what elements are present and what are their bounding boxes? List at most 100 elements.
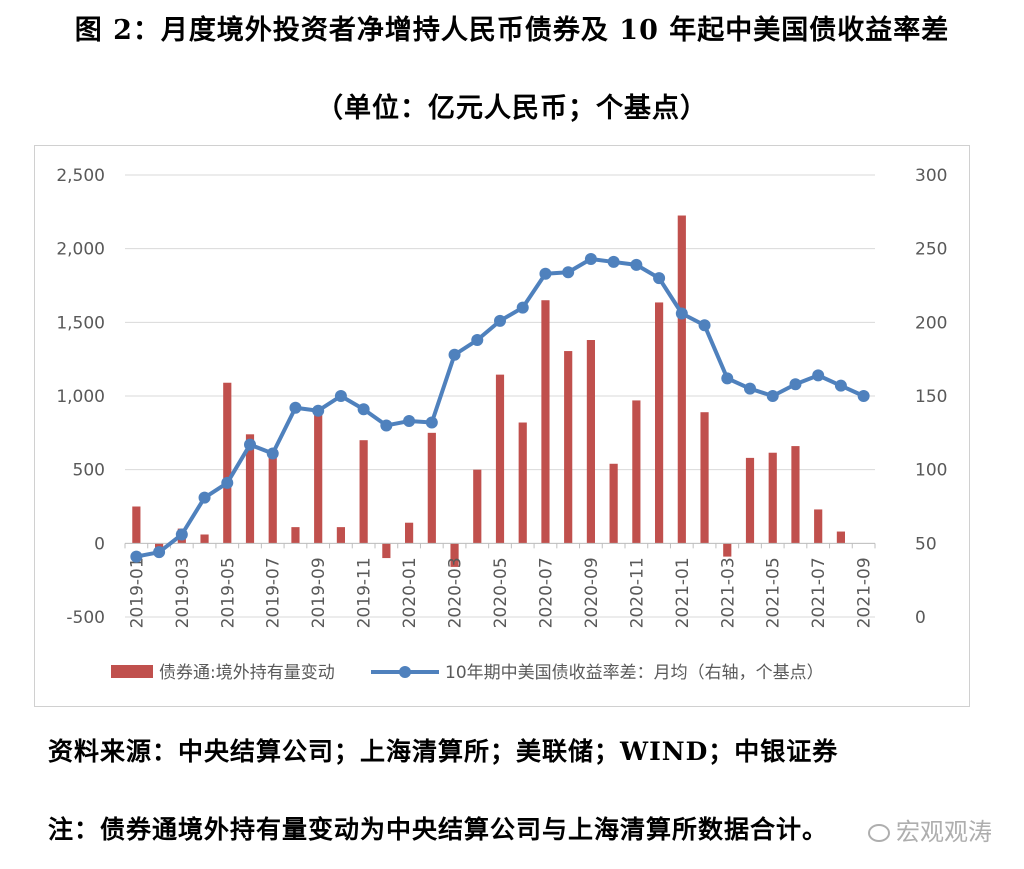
bar bbox=[541, 300, 550, 544]
y-left-tick-label: 500 bbox=[73, 461, 105, 481]
legend-label-line: 10年期中美国债收益率差：月均（右轴，个基点） bbox=[445, 663, 824, 683]
bar bbox=[450, 543, 459, 567]
spread-point bbox=[812, 369, 825, 382]
spread-point bbox=[630, 258, 643, 271]
spread-point bbox=[153, 546, 166, 559]
x-tick-label: 2021-01 bbox=[673, 557, 693, 628]
spread-point bbox=[789, 378, 802, 391]
spread-point bbox=[198, 491, 211, 504]
x-tick-label: 2019-03 bbox=[173, 557, 193, 628]
bar bbox=[723, 543, 732, 557]
x-tick-label: 2021-09 bbox=[855, 557, 875, 628]
bar bbox=[245, 434, 255, 544]
spread-point bbox=[266, 447, 279, 460]
bar bbox=[359, 440, 368, 544]
x-tick-label: 2020-05 bbox=[491, 557, 511, 628]
x-tick-label: 2019-11 bbox=[355, 557, 375, 628]
y-left-tick-label: 2,500 bbox=[56, 166, 105, 186]
spread-point bbox=[244, 438, 256, 451]
bar bbox=[427, 432, 436, 544]
y-left-tick-label: -500 bbox=[66, 608, 105, 628]
spread-point bbox=[221, 476, 234, 489]
combo-chart: -500 0 500 1,000 1,500 2,000 2,500 0 50 100 150 200… bbox=[56, 166, 947, 683]
watermark: 宏观观涛 bbox=[868, 812, 992, 847]
data-source: 资料来源：中央结算公司；上海清算所；美联储；WIND；中银证券 bbox=[48, 737, 839, 766]
x-tick-label: 2021-05 bbox=[764, 557, 784, 628]
spread-point bbox=[857, 390, 870, 402]
x-tick-label: 2020-01 bbox=[400, 557, 420, 628]
bar bbox=[564, 351, 573, 544]
bar bbox=[791, 446, 800, 544]
spread-point bbox=[425, 416, 438, 429]
spread-point bbox=[312, 404, 325, 417]
watermark-text: 宏观观涛 bbox=[896, 818, 992, 846]
bar bbox=[314, 409, 323, 544]
spread-point bbox=[175, 528, 188, 541]
spread-point bbox=[766, 390, 779, 402]
spread-point bbox=[607, 255, 620, 268]
bar bbox=[700, 412, 709, 544]
bar bbox=[836, 531, 845, 544]
spread-point bbox=[403, 415, 416, 428]
bar bbox=[586, 340, 595, 544]
legend-label-bar: 债券通:境外持有量变动 bbox=[159, 663, 335, 683]
y-right-tick-label: 200 bbox=[915, 313, 947, 333]
y-right-tick-label: 250 bbox=[915, 240, 947, 260]
y-left-tick-label: 0 bbox=[94, 534, 105, 554]
bar bbox=[609, 463, 618, 544]
spread-point bbox=[334, 390, 347, 402]
bar bbox=[745, 457, 755, 544]
bar bbox=[200, 534, 209, 544]
y-right-tick-label: 0 bbox=[915, 608, 926, 628]
bar bbox=[291, 527, 300, 544]
bar bbox=[632, 400, 641, 544]
spread-point bbox=[539, 267, 552, 280]
bar bbox=[336, 527, 345, 544]
x-tick-label: 2020-09 bbox=[582, 557, 602, 628]
bar bbox=[223, 382, 232, 544]
spread-point bbox=[834, 379, 847, 392]
x-tick-label: 2020-07 bbox=[536, 557, 556, 628]
y-right-tick-label: 300 bbox=[915, 166, 947, 186]
bar bbox=[655, 302, 664, 544]
bar bbox=[132, 506, 141, 544]
bar bbox=[473, 469, 482, 544]
chart-title: 图 2：月度境外投资者净增持人民币债券及 10 年起中美国债收益率差 bbox=[74, 15, 950, 46]
spread-point bbox=[721, 372, 734, 385]
spread-point bbox=[698, 319, 711, 332]
spread-point bbox=[130, 550, 143, 563]
spread-point bbox=[653, 272, 666, 285]
bar bbox=[814, 509, 823, 544]
y-right-tick-label: 50 bbox=[915, 534, 937, 554]
spread-point bbox=[471, 334, 484, 347]
y-right-tick-label: 100 bbox=[915, 461, 947, 481]
bar bbox=[382, 543, 391, 559]
x-tick-label: 2020-03 bbox=[446, 557, 466, 628]
x-tick-label: 2020-11 bbox=[627, 557, 647, 628]
wechat-icon bbox=[868, 824, 890, 842]
y-right-tick-label: 150 bbox=[915, 387, 947, 407]
x-tick-label: 2019-07 bbox=[264, 557, 284, 628]
x-tick-label: 2019-05 bbox=[218, 557, 238, 628]
x-tick-label: 2021-03 bbox=[718, 557, 738, 628]
x-tick-label: 2021-07 bbox=[809, 557, 829, 628]
spread-point bbox=[675, 307, 688, 320]
legend-swatch-marker bbox=[399, 666, 411, 678]
footnote: 注：债券通境外持有量变动为中央结算公司与上海清算所数据合计。 bbox=[48, 815, 829, 844]
spread-point bbox=[357, 403, 370, 416]
bar bbox=[268, 454, 277, 544]
spread-point bbox=[744, 382, 756, 395]
chart-subtitle: （单位：亿元人民币；个基点） bbox=[316, 93, 708, 124]
bar bbox=[677, 215, 686, 544]
chart-area: -500 0 500 1,000 1,500 2,000 2,500 0 50 100 150 200… bbox=[34, 145, 970, 707]
x-tick-label: 2019-09 bbox=[309, 557, 329, 628]
spread-point bbox=[494, 314, 506, 327]
legend-swatch-bar bbox=[111, 665, 153, 678]
y-left-tick-label: 1,500 bbox=[56, 313, 105, 333]
spread-point bbox=[584, 252, 597, 265]
spread-point bbox=[380, 419, 393, 432]
spread-point bbox=[289, 401, 302, 414]
x-tick-label: 2019-01 bbox=[127, 557, 147, 628]
bar bbox=[518, 422, 527, 544]
y-left-tick-label: 1,000 bbox=[56, 387, 105, 407]
